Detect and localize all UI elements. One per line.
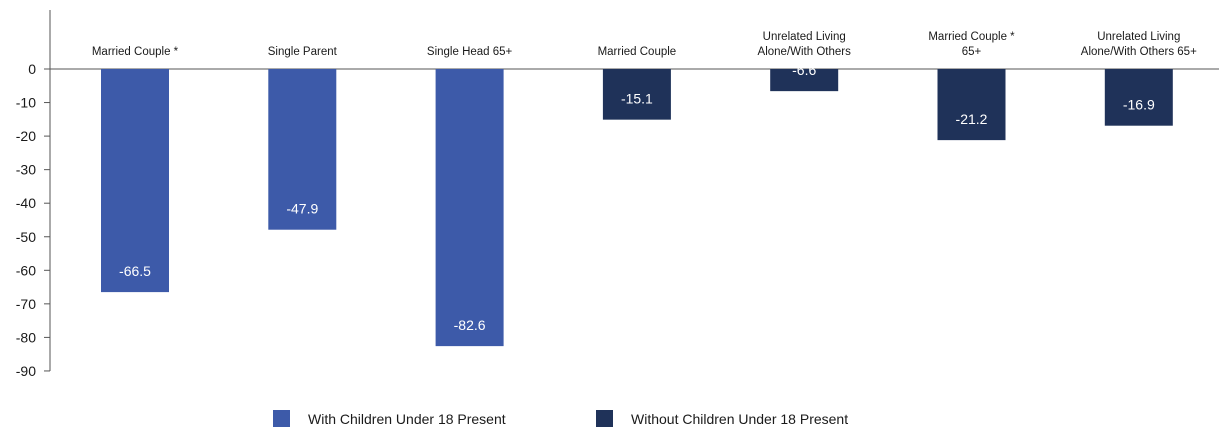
legend-label-with-children: With Children Under 18 Present xyxy=(308,410,506,427)
bar xyxy=(1104,69,1173,126)
category-label: Alone/With Others 65+ xyxy=(1081,46,1197,58)
y-tick-label: -10 xyxy=(16,95,36,111)
bar-value-label: -47.9 xyxy=(286,201,318,217)
legend-swatch-without-children xyxy=(596,410,613,427)
bar-value-label: -66.5 xyxy=(119,263,151,279)
bar-value-label: -82.6 xyxy=(454,317,486,333)
bar-value-label: -21.2 xyxy=(956,111,988,127)
bar xyxy=(602,69,671,120)
bar-value-label: -16.9 xyxy=(1123,97,1155,113)
y-tick-label: -80 xyxy=(16,329,36,345)
bar xyxy=(435,69,504,347)
bar xyxy=(101,69,169,293)
y-tick-label: -70 xyxy=(16,296,36,312)
category-label: Married Couple * xyxy=(92,46,179,58)
bar xyxy=(937,69,1006,141)
category-label: Married Couple xyxy=(598,46,677,58)
legend-item-without-children: Without Children Under 18 Present xyxy=(596,410,848,427)
category-label: 65+ xyxy=(962,46,982,58)
y-tick-label: -50 xyxy=(16,229,36,245)
bar xyxy=(770,69,839,92)
y-tick-label: -20 xyxy=(16,128,36,144)
y-tick-label: -60 xyxy=(16,262,36,278)
category-label: Married Couple * xyxy=(928,31,1015,43)
legend-label-without-children: Without Children Under 18 Present xyxy=(631,410,849,427)
y-tick-label: -40 xyxy=(16,195,36,211)
bar-value-label: -6.6 xyxy=(792,62,816,78)
legend: With Children Under 18 Present Without C… xyxy=(0,410,1219,436)
legend-item-with-children: With Children Under 18 Present xyxy=(273,410,506,427)
y-tick-label: -30 xyxy=(16,162,36,178)
y-tick-label: -90 xyxy=(16,363,36,379)
category-label: Single Parent xyxy=(268,46,338,58)
legend-swatch-with-children xyxy=(273,410,290,427)
category-label: Unrelated Living xyxy=(763,31,846,43)
bar-chart: 0 -10 -20 -30 -40 -50 -60 -70 -80 -90 -66.5 -47.9 -… xyxy=(16,10,1219,379)
category-label: Alone/With Others xyxy=(758,46,852,58)
y-tick-label: 0 xyxy=(28,61,36,77)
category-label: Unrelated Living xyxy=(1097,31,1180,43)
category-label: Single Head 65+ xyxy=(427,46,513,58)
bar-value-label: -15.1 xyxy=(621,91,653,107)
bar xyxy=(268,69,337,230)
